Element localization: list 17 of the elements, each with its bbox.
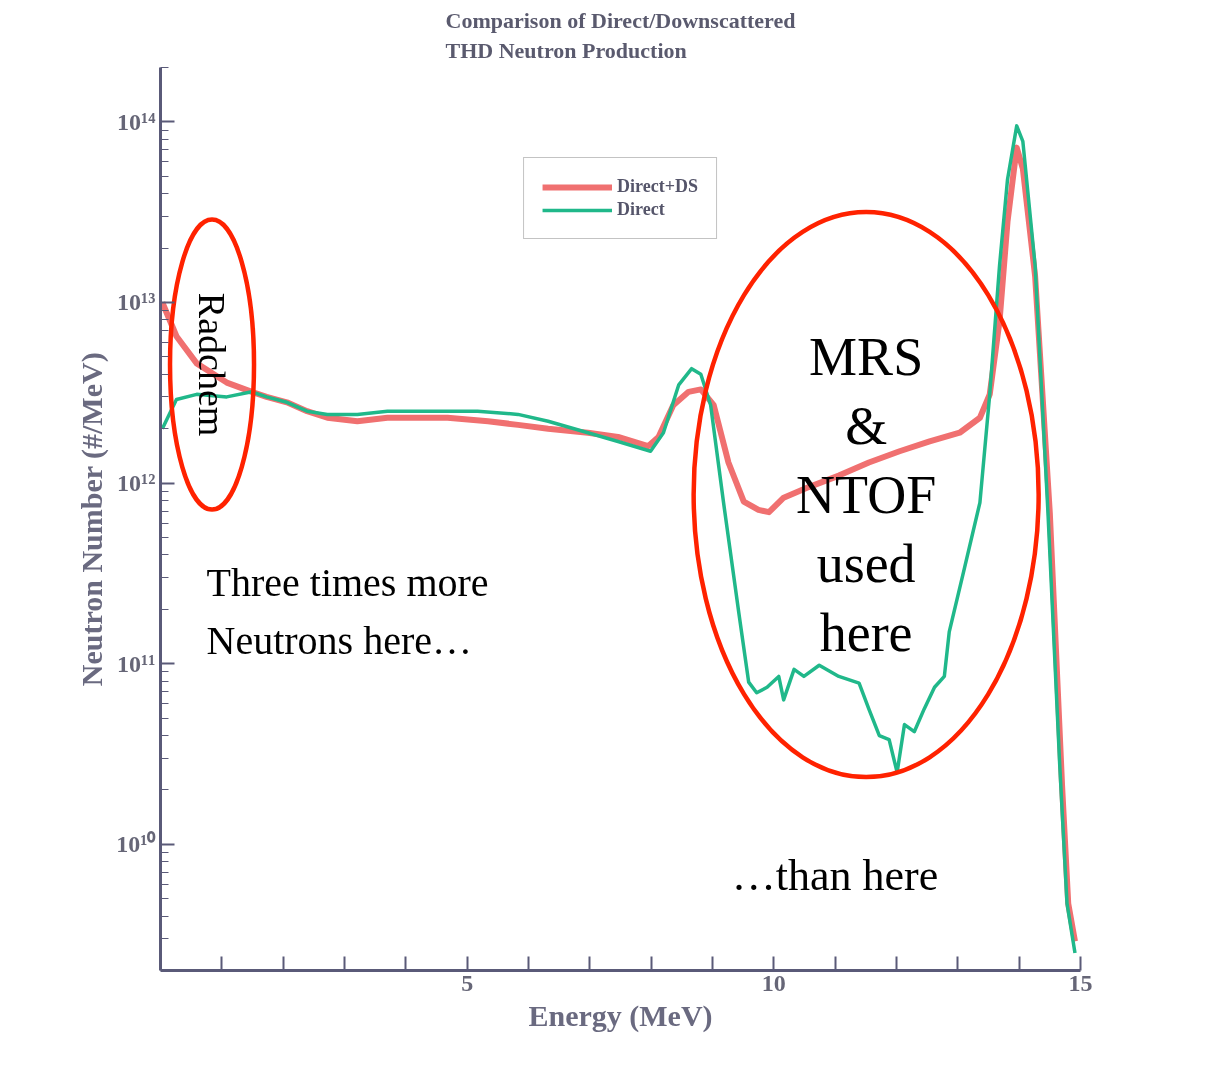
y-tick-label: 10¹²: [117, 470, 156, 497]
y-tick-label: 10¹¹: [117, 650, 156, 677]
x-axis-title: Energy (MeV): [528, 998, 713, 1033]
annotation: Radchem: [191, 292, 234, 437]
annotation: …than here: [731, 851, 939, 901]
y-axis-title: Neutron Number (#/MeV): [75, 352, 110, 687]
x-tick-label: 5: [461, 969, 474, 996]
annotation: MRS & NTOF used here: [796, 326, 937, 663]
legend-label: Direct+DS: [617, 176, 698, 197]
y-tick-label: 10¹³: [117, 289, 156, 316]
legend-label: Direct: [617, 199, 665, 220]
x-tick-label: 15: [1068, 969, 1093, 996]
chart-title: Comparison of Direct/Downscattered THD Neutron Production: [445, 7, 796, 63]
annotation: Three times more Neutrons here…: [206, 559, 489, 664]
y-tick-label: 10¹⁴: [117, 108, 156, 135]
y-tick-label: 10¹⁰: [116, 831, 157, 858]
x-tick-label: 10: [761, 969, 786, 996]
